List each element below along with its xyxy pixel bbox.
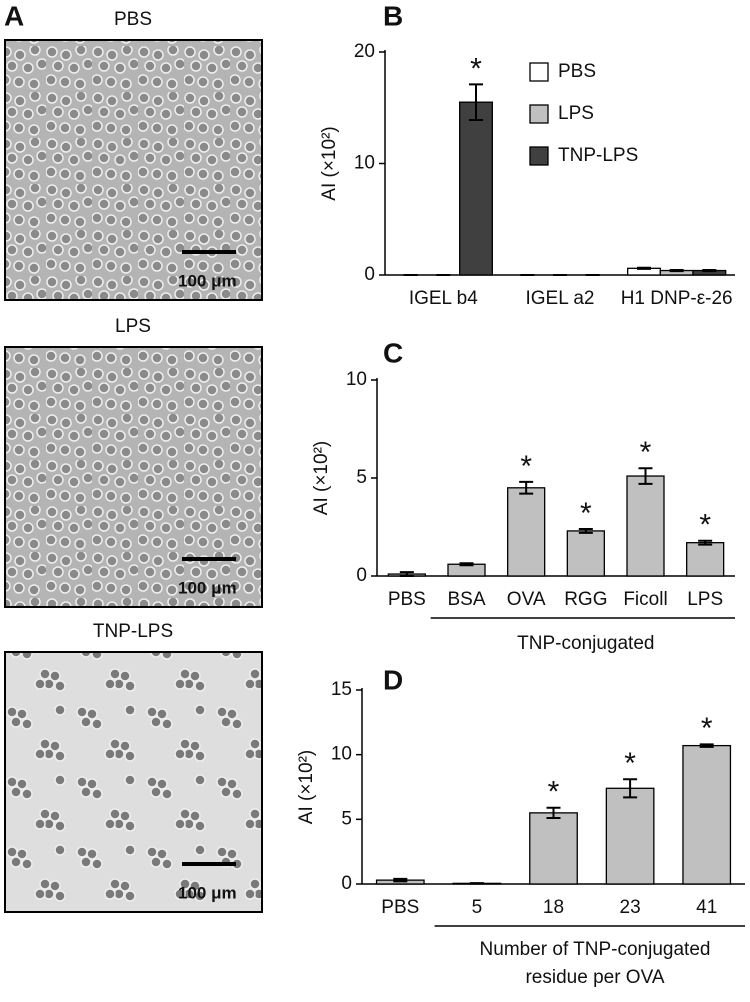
error-bar — [469, 83, 483, 122]
y-tick-label: 10 — [354, 153, 375, 174]
significance-star: * — [699, 509, 711, 542]
panel-label: B — [383, 0, 403, 31]
significance-star: * — [548, 776, 560, 809]
micrograph — [4, 346, 263, 608]
y-axis-label: AI (×10²) — [311, 441, 332, 515]
x-tick-label: H1 DNP-ε-26 — [621, 288, 733, 309]
legend-label: TNP-LPS — [558, 145, 638, 166]
legend-swatch — [529, 62, 549, 82]
image-title: LPS — [115, 316, 151, 337]
error-bar — [399, 571, 414, 577]
y-tick-label: 10 — [346, 369, 367, 390]
x-tick-label: 41 — [696, 897, 717, 918]
y-tick-label: 0 — [341, 873, 352, 894]
y-tick-label: 5 — [341, 808, 352, 829]
error-bar — [702, 268, 717, 273]
error-bar — [546, 806, 561, 820]
significance-star: * — [580, 497, 592, 530]
panel-label: A — [4, 0, 24, 31]
error-bar — [519, 480, 534, 495]
error-bar — [469, 882, 484, 885]
legend-swatch — [529, 104, 549, 124]
y-tick-label: 0 — [364, 264, 375, 285]
panel-label: C — [383, 337, 403, 368]
group-label: TNP-conjugated — [517, 633, 654, 654]
significance-star: * — [640, 436, 652, 469]
legend-label: PBS — [558, 61, 596, 82]
significance-star: * — [624, 747, 636, 780]
x-tick-label: 23 — [620, 897, 641, 918]
x-axis-label: residue per OVA — [525, 967, 664, 988]
image-title: TNP-LPS — [93, 621, 173, 642]
significance-star: * — [470, 52, 482, 85]
error-bar — [393, 877, 408, 883]
x-tick-label: Ficoll — [623, 589, 667, 610]
x-tick-label: IGEL a2 — [525, 288, 594, 309]
x-tick-label: PBS — [381, 897, 419, 918]
scale-bar-label: 100 μm — [178, 578, 237, 597]
bar — [686, 542, 725, 577]
significance-star: * — [701, 712, 713, 745]
micrograph — [4, 651, 263, 913]
error-bar — [699, 743, 714, 748]
error-bar — [637, 266, 651, 270]
x-axis-label: Number of TNP-conjugated — [480, 939, 711, 960]
y-axis-label: AI (×10²) — [296, 750, 317, 824]
x-tick-label: 5 — [472, 897, 483, 918]
error-bar — [459, 562, 474, 567]
bar — [529, 812, 578, 885]
y-tick-label: 5 — [356, 467, 367, 488]
bar — [507, 487, 546, 577]
panel-label: D — [383, 664, 403, 695]
legend-swatch — [529, 146, 549, 166]
x-tick-label: LPS — [687, 589, 723, 610]
x-tick-label: PBS — [388, 589, 426, 610]
x-tick-label: BSA — [447, 589, 485, 610]
micrograph — [4, 39, 263, 301]
y-axis-label: AI (×10²) — [319, 126, 340, 200]
image-title: PBS — [114, 9, 152, 30]
y-tick-label: 15 — [331, 679, 352, 700]
x-tick-label: OVA — [507, 589, 546, 610]
scale-bar-label: 100 μm — [178, 271, 237, 290]
bar — [566, 530, 605, 577]
bar — [605, 787, 655, 885]
bar — [682, 744, 732, 885]
x-tick-label: RGG — [564, 589, 607, 610]
scale-bar-label: 100 μm — [178, 883, 237, 902]
y-tick-label: 10 — [331, 744, 352, 765]
significance-star: * — [520, 450, 532, 483]
error-bar — [578, 527, 593, 534]
legend-label: LPS — [558, 103, 594, 124]
y-tick-label: 20 — [354, 41, 375, 62]
error-bar — [698, 539, 713, 546]
x-tick-label: IGEL b4 — [409, 288, 478, 309]
x-tick-label: 18 — [543, 897, 564, 918]
error-bar — [669, 268, 684, 273]
error-bar — [623, 778, 638, 799]
y-tick-label: 0 — [356, 565, 367, 586]
bar — [459, 101, 493, 276]
bar — [626, 475, 665, 577]
error-bar — [638, 467, 653, 485]
